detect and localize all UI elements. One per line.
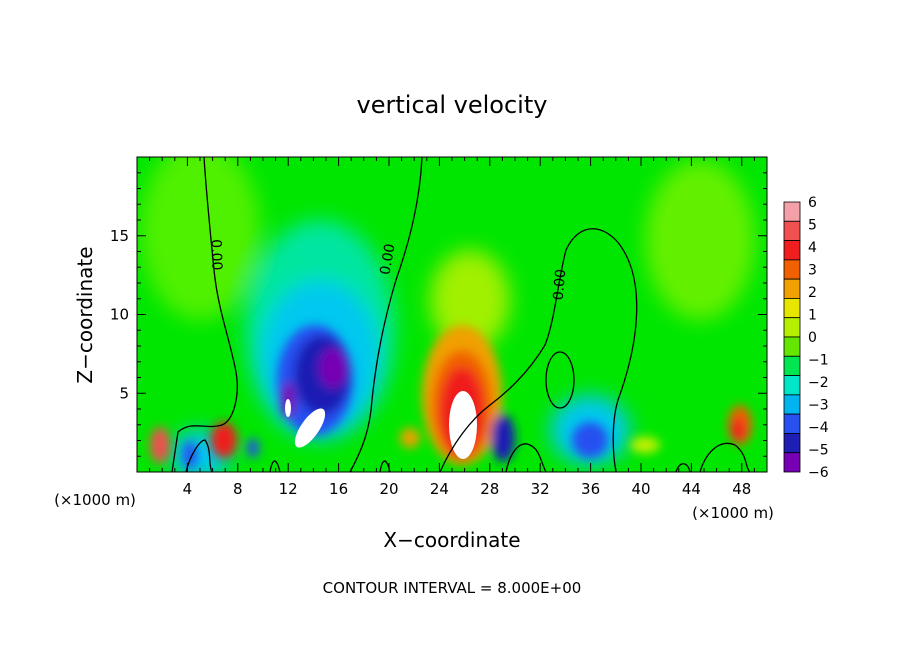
x-tick-label: 20 <box>379 480 398 498</box>
colorbar-swatch <box>783 355 801 376</box>
contour-closed-3 <box>269 460 281 472</box>
colorbar-label: 6 <box>808 195 817 211</box>
colorbar-swatch <box>783 452 801 473</box>
contour-line-1 <box>171 157 238 472</box>
colorbar-swatch <box>783 375 801 396</box>
downdraft-purple <box>319 348 347 388</box>
cell-yellow-41 <box>630 437 660 453</box>
colorbar-label: 3 <box>808 263 817 279</box>
colorbar-swatch <box>783 298 801 319</box>
updraft-core-white-small <box>285 399 291 417</box>
colorbar-label: −6 <box>808 465 829 481</box>
x-tick-label: 48 <box>732 480 751 498</box>
chart-title: vertical velocity <box>357 91 548 119</box>
colorbar-label: 1 <box>808 308 817 324</box>
x-tick-label: 44 <box>682 480 701 498</box>
contour-label-3: 0.00 <box>551 268 570 300</box>
updraft-core-white <box>294 408 326 448</box>
colorbar-swatch <box>783 201 801 222</box>
contour-label-1: 0.00 <box>207 239 224 271</box>
y-tick-label: 10 <box>110 306 129 324</box>
x-axis-title: X−coordinate <box>383 528 520 552</box>
cell-blue-6 <box>183 441 197 469</box>
x-tick-label: 16 <box>329 480 348 498</box>
colorbar-label: −3 <box>808 398 829 414</box>
contour-line-3 <box>439 228 638 472</box>
y-tick-label: 5 <box>119 384 129 402</box>
field-yellow-halo <box>430 250 510 350</box>
colorbar-swatch <box>783 278 801 299</box>
contour-closed-5 <box>699 442 751 472</box>
x-unit-label: (×1000 m) <box>692 504 774 522</box>
plot-area: 0.00 0.00 0.00 <box>137 157 767 472</box>
x-tick-label: 40 <box>631 480 650 498</box>
colorbar-label: 4 <box>808 240 817 256</box>
cell-red-48 <box>731 418 745 442</box>
x-tick-label: 36 <box>581 480 600 498</box>
y-tick-label: 15 <box>110 227 129 245</box>
colorbar-swatch <box>783 220 801 241</box>
colorbar-label: −1 <box>808 353 829 369</box>
colorbar-label: 2 <box>808 285 817 301</box>
y-unit-label: (×1000 m) <box>54 491 136 509</box>
x-tick-label: 8 <box>233 480 243 498</box>
colorbar-swatch <box>783 336 801 357</box>
contour-closed-1 <box>545 351 575 409</box>
x-tick-label: 32 <box>531 480 550 498</box>
cell-blue-29 <box>491 414 515 462</box>
updraft-peak-white <box>449 391 477 459</box>
contour-closed-7 <box>675 463 691 472</box>
colorbar-swatch <box>783 394 801 415</box>
colorbar-label: −2 <box>808 375 829 391</box>
x-tick-label: 4 <box>183 480 193 498</box>
cell-blue-36 <box>572 422 608 458</box>
contour-closed-2 <box>185 439 213 472</box>
contour-closed-6 <box>505 443 547 472</box>
contour-label-2: 0.00 <box>377 243 398 276</box>
colorbar-label: 0 <box>808 330 817 346</box>
colorbar-label: 5 <box>808 218 817 234</box>
colorbar-swatch <box>783 240 801 261</box>
x-tick-label: 12 <box>279 480 298 498</box>
cell-left-red <box>150 427 170 463</box>
zero-contours <box>171 157 751 472</box>
cell-orange-22 <box>400 428 420 448</box>
cell-blue-10 <box>247 438 259 458</box>
contour-line-2 <box>349 157 423 472</box>
colorbar: 6 5 4 3 2 1 0 −1 −2 −3 −4 −5 −6 <box>783 195 829 481</box>
cell-red-8 <box>211 422 237 458</box>
colorbar-label: −4 <box>808 420 829 436</box>
colorbar-swatch <box>783 433 801 454</box>
colorbar-swatch <box>783 413 801 434</box>
x-tick-label: 28 <box>480 480 499 498</box>
colorbar-label: −5 <box>808 443 829 459</box>
colorbar-swatch <box>783 317 801 338</box>
field-light-left <box>140 157 260 320</box>
x-tick-label: 24 <box>430 480 449 498</box>
field-light-right <box>645 160 755 320</box>
contour-interval-note: CONTOUR INTERVAL = 8.000E+00 <box>323 579 582 597</box>
y-axis-title: Z−coordinate <box>73 246 97 383</box>
colorbar-swatch <box>783 259 801 280</box>
